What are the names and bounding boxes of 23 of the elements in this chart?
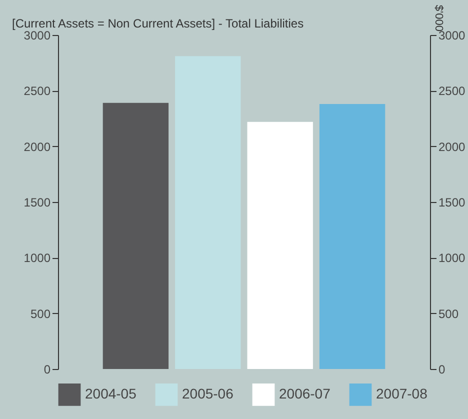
y2-tick-label: 2500 <box>438 84 466 98</box>
y-tick-label: 0 <box>44 362 51 376</box>
y2-tick-label: 2000 <box>438 140 466 154</box>
y-tick-label: 2500 <box>24 84 51 98</box>
bar <box>102 102 169 369</box>
legend-label: 2006-07 <box>279 386 331 402</box>
bar <box>319 104 386 369</box>
y-tick-label: 500 <box>30 306 51 321</box>
y-tick-label: 1000 <box>24 251 51 266</box>
y2-tick-label: 500 <box>438 306 459 321</box>
bar <box>247 122 313 369</box>
y2-axis-title: $'000 <box>432 4 444 32</box>
legend-label: 2004-05 <box>85 386 137 402</box>
bar <box>175 56 241 369</box>
y2-tick-label: 1000 <box>438 251 466 266</box>
y-tick-label: 2000 <box>24 140 51 154</box>
chart-title: [Current Assets = Non Current Assets] - Total Liabilities <box>12 16 304 30</box>
y2-tick-label: 1500 <box>438 196 466 210</box>
y-tick-label: 1500 <box>24 196 51 210</box>
legend-label: 2005-06 <box>182 386 234 402</box>
y-tick-label: 3000 <box>24 28 51 42</box>
legend-label: 2007-08 <box>376 386 428 402</box>
y2-tick-label: 0 <box>438 362 446 376</box>
